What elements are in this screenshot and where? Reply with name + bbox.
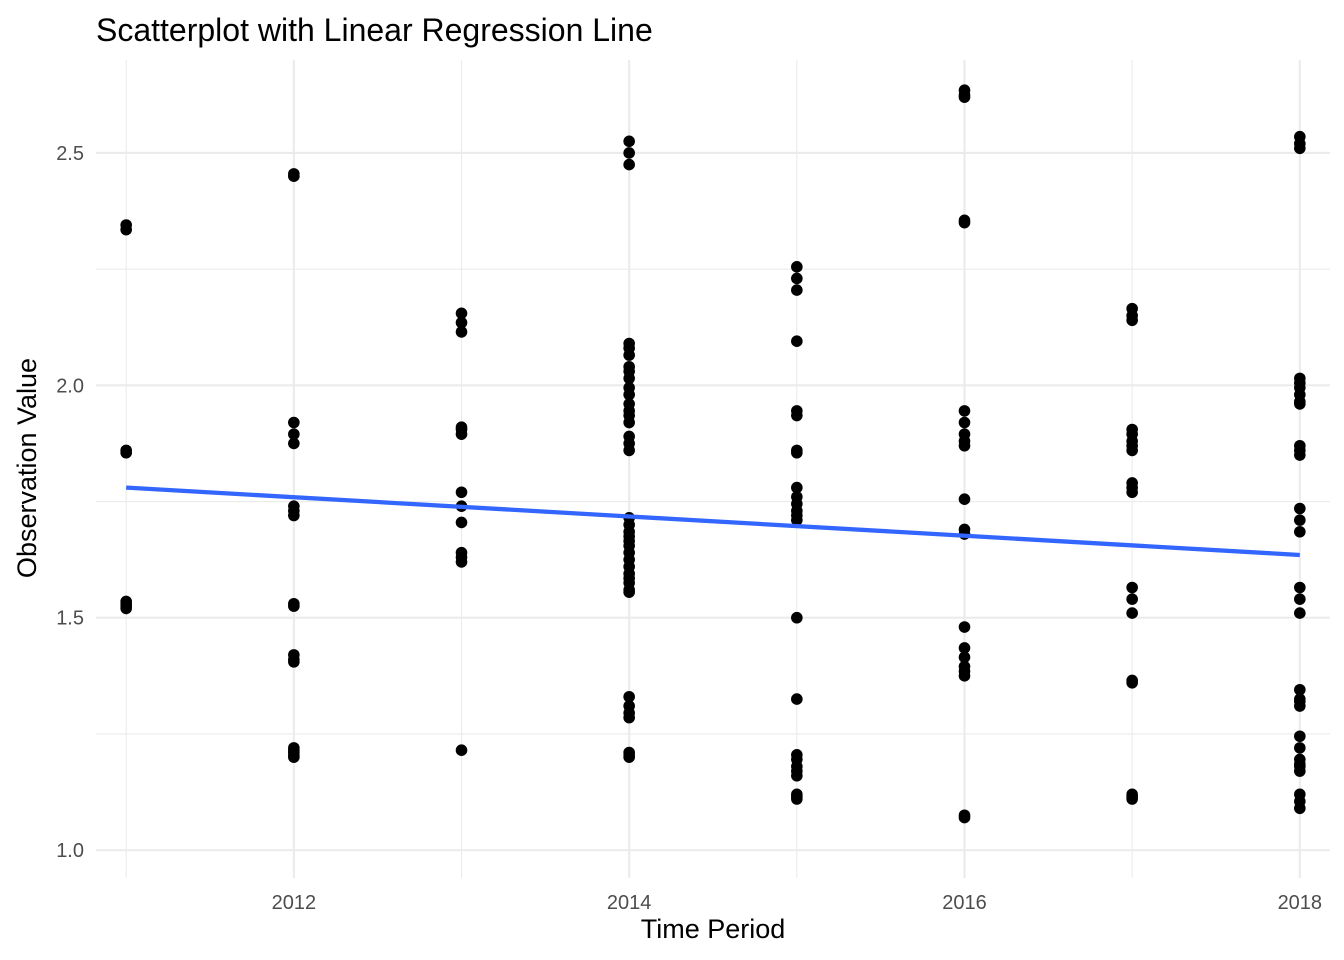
data-point bbox=[288, 416, 300, 429]
data-point bbox=[623, 158, 635, 171]
data-point bbox=[958, 670, 971, 682]
major-gridlines bbox=[96, 60, 1330, 878]
data-point bbox=[1294, 525, 1306, 538]
data-point bbox=[120, 223, 132, 236]
data-point bbox=[1126, 314, 1138, 327]
x-tick-label: 2016 bbox=[942, 892, 987, 914]
data-point bbox=[791, 769, 803, 782]
y-tick-label: 1.0 bbox=[56, 840, 84, 862]
data-point bbox=[288, 751, 300, 763]
data-point bbox=[791, 261, 803, 273]
data-point bbox=[623, 711, 635, 724]
data-point bbox=[958, 216, 971, 229]
data-point bbox=[1294, 730, 1306, 743]
data-point bbox=[958, 416, 971, 429]
data-point bbox=[1126, 593, 1138, 605]
data-point bbox=[623, 349, 635, 361]
data-point bbox=[1126, 581, 1138, 594]
data-point bbox=[791, 481, 803, 494]
data-point bbox=[791, 284, 803, 296]
data-point bbox=[1126, 793, 1138, 805]
data-point bbox=[623, 372, 635, 385]
x-axis-ticks: 2012 2014 2016 2018 bbox=[272, 892, 1322, 914]
data-point bbox=[455, 428, 468, 440]
data-point bbox=[1294, 607, 1306, 619]
data-point bbox=[791, 793, 803, 805]
data-point bbox=[1294, 593, 1306, 605]
data-point bbox=[1126, 607, 1138, 619]
data-point bbox=[623, 690, 635, 703]
data-point bbox=[1294, 398, 1306, 410]
x-tick-label: 2014 bbox=[607, 892, 652, 914]
data-point bbox=[623, 751, 635, 763]
data-point bbox=[791, 335, 803, 347]
data-point bbox=[791, 514, 803, 526]
data-point bbox=[1126, 486, 1138, 499]
data-point bbox=[958, 811, 971, 824]
data-point bbox=[120, 602, 132, 615]
chart-title: Scatterplot with Linear Regression Line bbox=[96, 12, 653, 48]
x-axis-title: Time Period bbox=[641, 914, 786, 944]
y-axis-ticks: 1.0 1.5 2.0 2.5 bbox=[56, 143, 84, 862]
data-point bbox=[791, 409, 803, 422]
y-tick-label: 2.0 bbox=[56, 375, 84, 397]
data-point bbox=[791, 693, 803, 705]
data-point bbox=[455, 556, 468, 568]
x-tick-label: 2012 bbox=[272, 892, 317, 914]
data-point bbox=[1294, 742, 1306, 754]
data-point bbox=[455, 486, 468, 499]
data-point bbox=[455, 316, 468, 329]
data-point bbox=[288, 600, 300, 612]
data-point bbox=[1294, 765, 1306, 777]
data-point bbox=[958, 91, 971, 103]
data-point bbox=[120, 446, 132, 459]
data-point bbox=[958, 405, 971, 417]
data-point bbox=[288, 509, 300, 522]
data-point bbox=[455, 326, 468, 338]
data-point bbox=[791, 446, 803, 459]
data-point bbox=[958, 493, 971, 506]
regression-line bbox=[126, 485, 1300, 558]
data-point bbox=[623, 135, 635, 148]
data-point bbox=[791, 272, 803, 285]
data-point bbox=[288, 170, 300, 182]
data-point bbox=[455, 744, 468, 756]
y-tick-label: 2.5 bbox=[56, 143, 84, 165]
data-point bbox=[958, 439, 971, 452]
data-point bbox=[1294, 514, 1306, 526]
data-point bbox=[1294, 502, 1306, 515]
data-points bbox=[120, 84, 1306, 824]
data-point bbox=[958, 621, 971, 633]
regression-layer bbox=[126, 485, 1300, 558]
data-point bbox=[958, 651, 971, 664]
data-point bbox=[623, 147, 635, 159]
data-point bbox=[623, 444, 635, 457]
y-tick-label: 1.5 bbox=[56, 608, 84, 630]
minor-gridlines bbox=[96, 60, 1330, 878]
data-point bbox=[1294, 142, 1306, 155]
data-point bbox=[623, 388, 635, 401]
data-point bbox=[623, 586, 635, 598]
data-point bbox=[1126, 444, 1138, 457]
data-point bbox=[1294, 700, 1306, 712]
data-point bbox=[1294, 802, 1306, 815]
x-tick-label: 2018 bbox=[1278, 892, 1323, 914]
data-point bbox=[455, 307, 468, 320]
data-point bbox=[455, 516, 468, 529]
data-point bbox=[1126, 676, 1138, 689]
data-point bbox=[1294, 683, 1306, 696]
data-point bbox=[1294, 449, 1306, 461]
data-point bbox=[288, 428, 300, 440]
data-point bbox=[791, 611, 803, 624]
data-point bbox=[288, 656, 300, 668]
data-point bbox=[288, 437, 300, 450]
data-point bbox=[1294, 581, 1306, 594]
data-point bbox=[958, 642, 971, 654]
data-point bbox=[623, 416, 635, 429]
y-axis-title: Observation Value bbox=[12, 358, 42, 578]
